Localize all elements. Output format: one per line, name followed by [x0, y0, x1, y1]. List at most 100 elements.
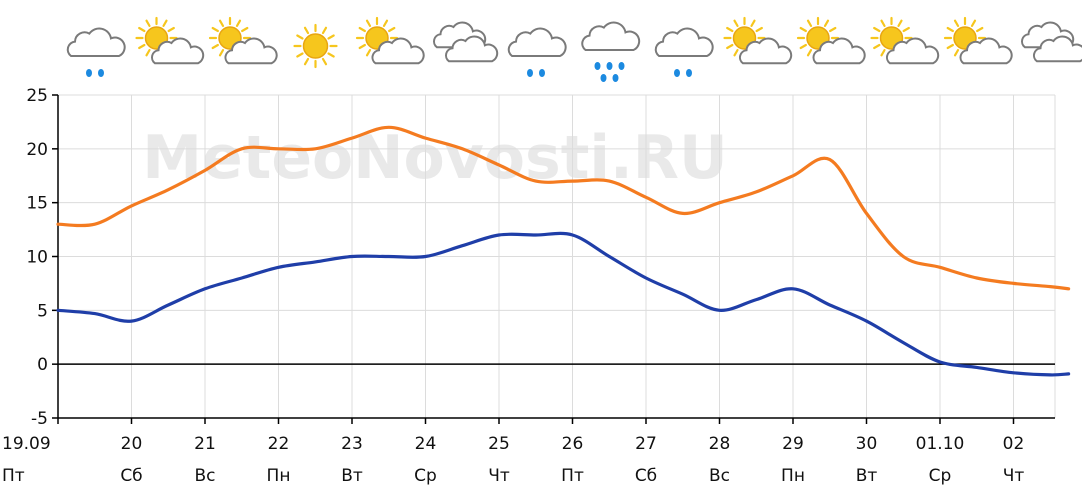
x-tick-date: 29: [782, 434, 804, 454]
sun-ray: [211, 26, 219, 33]
x-tick-weekday: Ср: [414, 466, 437, 486]
y-tick-label: 10: [26, 248, 48, 268]
cloud-shape: [444, 35, 499, 63]
sun-ray: [358, 43, 366, 50]
sun-ray: [167, 26, 175, 33]
sun-ray: [733, 19, 739, 27]
x-tick-date: 28: [709, 434, 731, 454]
x-tick-date: 27: [635, 434, 657, 454]
x-tick-weekday: Вс: [194, 466, 215, 486]
sun-ray: [211, 43, 219, 50]
sun-ray: [145, 19, 151, 27]
rain-drop: [618, 62, 625, 70]
cloud-rain-icon: [654, 27, 714, 77]
sun-cloud-icon: [135, 16, 205, 65]
sun-ray: [365, 19, 372, 27]
cloud-shape: [812, 37, 866, 65]
sun-ray: [241, 26, 249, 33]
sun-ray: [970, 19, 977, 27]
y-tick-labels: -5 0 5 10 15 20 25: [26, 86, 48, 429]
cloud-icon: [1020, 21, 1082, 63]
watermark: MeteoNovosti.RU: [142, 123, 727, 193]
sun-ray: [897, 19, 903, 27]
x-tick-date: 23: [341, 434, 363, 454]
sun-ray: [946, 26, 954, 33]
sun-ray: [303, 57, 310, 66]
sun-ray: [327, 52, 335, 58]
cloud-shape: [959, 37, 1013, 65]
sun-ray: [162, 19, 168, 27]
x-tick-date: 01.10: [916, 434, 965, 454]
x-tick-weekday: Сб: [635, 466, 657, 486]
sun-ray: [138, 43, 146, 50]
cloud-shape: [371, 37, 425, 65]
sun-ray: [880, 19, 886, 27]
x-tick-weekday: Пт: [561, 466, 584, 486]
rain-drop: [606, 62, 613, 70]
rain-drop: [98, 69, 104, 77]
x-tick-date: 24: [415, 434, 437, 454]
sun-ray: [726, 43, 734, 50]
x-tick-weekday: Ср: [929, 466, 952, 486]
weather-icons-row: [66, 16, 1082, 82]
y-tick-label: 20: [26, 140, 48, 160]
sun-ray: [235, 19, 242, 27]
sun-ray: [902, 26, 910, 33]
cloud-heavy-rain-icon: [581, 21, 641, 82]
x-tick-weekday: Вс: [709, 466, 730, 486]
chart-axes: [52, 94, 1055, 424]
x-tick-weekday: Чт: [488, 466, 510, 486]
y-tick-label: 0: [37, 355, 48, 375]
rain-drop: [674, 69, 680, 77]
cloud-shape: [885, 37, 940, 65]
cloud-shape: [581, 21, 641, 51]
sun-ray: [953, 19, 960, 27]
x-tick-date: 22: [268, 434, 290, 454]
x-tick-labels: 19.09 Пт 20 Сб 21 Вс 22 Пн 23 Вт 24 Ср 25 Чт 26 Пт 27 Сб 2…: [2, 434, 1024, 486]
x-tick-weekday: Вт: [341, 466, 363, 486]
rain-drop: [600, 74, 607, 82]
sun-cloud-icon: [723, 16, 793, 65]
series-line-2: [56, 231, 1071, 377]
sun-ray: [750, 19, 756, 27]
sun-ray: [799, 43, 807, 50]
sun-cloud-icon: [870, 16, 940, 65]
cloud-rain-icon: [507, 27, 567, 77]
sun-ray: [733, 49, 739, 57]
sun-ray: [953, 49, 960, 57]
sun-ray: [365, 49, 372, 57]
x-tick-date: 21: [194, 434, 216, 454]
sun-ray: [806, 49, 813, 57]
cloud-shape: [654, 27, 714, 57]
sun-ray: [806, 19, 813, 27]
sun-ray: [976, 26, 984, 33]
rain-drop: [594, 62, 601, 70]
x-tick-weekday: Чт: [1003, 466, 1025, 486]
sun-ray: [327, 34, 335, 40]
sun-ray: [321, 57, 328, 66]
x-tick-date: 30: [856, 434, 878, 454]
cloud-shape: [507, 27, 567, 57]
sun-ray: [726, 26, 734, 33]
sun-ray: [296, 34, 304, 40]
sun-ray: [946, 43, 954, 50]
cloud-shape: [150, 37, 205, 65]
sun-ray: [873, 43, 881, 50]
sun-ray: [755, 26, 763, 33]
chart-series: [56, 125, 1071, 377]
cloud-rain-icon: [66, 27, 126, 77]
rain-drop: [686, 69, 692, 77]
x-tick-date: 19.09: [2, 434, 51, 454]
series-line-1: [56, 125, 1071, 291]
sun-ray: [799, 26, 807, 33]
x-tick-date: 25: [488, 434, 510, 454]
sun-cloud-icon: [943, 16, 1013, 65]
rain-drop: [86, 69, 92, 77]
sun-ray: [382, 19, 389, 27]
sun-icon: [293, 23, 338, 69]
cloud-shape: [1032, 35, 1082, 63]
cloud-shape: [738, 37, 793, 65]
cloud-icon: [432, 21, 499, 63]
sun-ray: [388, 26, 396, 33]
